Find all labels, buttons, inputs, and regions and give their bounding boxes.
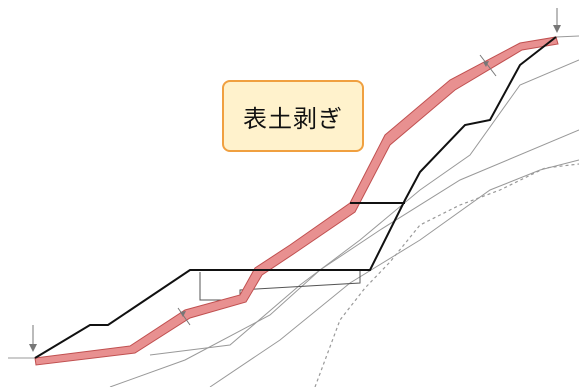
arrow-down-left-icon bbox=[29, 325, 37, 352]
ground-line-middle bbox=[109, 129, 579, 387]
arrow-down-right-icon bbox=[553, 8, 561, 33]
ground-line-right-top bbox=[555, 35, 579, 38]
dotted-bedrock-line bbox=[314, 163, 579, 387]
ground-line-lower bbox=[209, 159, 579, 387]
thickness-arrow-lower-icon bbox=[177, 307, 191, 326]
ground-line-upper bbox=[149, 59, 579, 356]
cut-profile-lower-bench bbox=[34, 36, 557, 359]
stripped-topsoil-band bbox=[34, 36, 559, 366]
topsoil-stripping-label: 表土剥ぎ bbox=[222, 80, 364, 152]
thickness-arrow-upper-icon bbox=[479, 54, 497, 77]
bench-structure bbox=[199, 270, 361, 301]
